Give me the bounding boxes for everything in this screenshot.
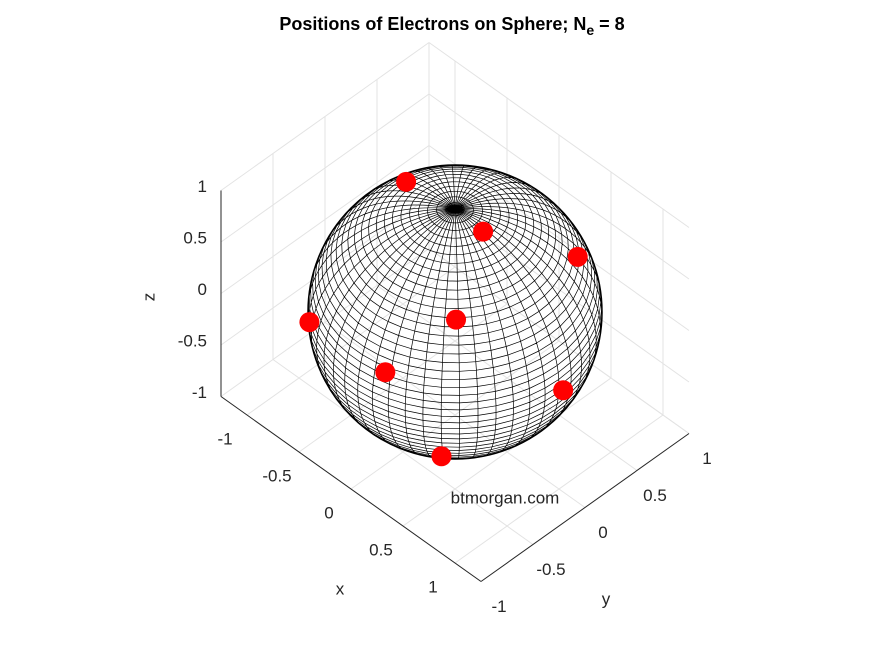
points — [299, 171, 588, 467]
z-tick-label: 0 — [198, 280, 207, 299]
y-tick-label: 0 — [598, 523, 607, 542]
electron-point — [473, 221, 494, 242]
grid-line — [428, 42, 690, 228]
z-tick-label: -1 — [192, 383, 207, 402]
grid-line — [220, 42, 430, 191]
electron-point — [567, 246, 588, 267]
y-tick-label: -1 — [491, 597, 506, 616]
x-axis-label: x — [336, 579, 345, 598]
x-tick-label: -1 — [217, 429, 232, 448]
title-suffix: = 8 — [594, 14, 625, 34]
grid-line — [272, 359, 534, 545]
x-axis-line — [220, 396, 482, 582]
grid-line — [428, 93, 690, 280]
y-tick-label: -0.5 — [536, 560, 565, 579]
y-tick-label: 0.5 — [643, 486, 667, 505]
z-tick-label: -0.5 — [178, 331, 207, 350]
electron-point — [299, 312, 320, 333]
z-axis-label: z — [139, 293, 158, 302]
y-axis-label: y — [602, 589, 611, 608]
grid-line — [428, 196, 690, 383]
x-tick-label: 0 — [324, 503, 333, 522]
y-axis-line — [480, 433, 690, 582]
electron-point — [446, 309, 467, 330]
annotation: btmorgan.com — [451, 488, 560, 507]
z-tick-label: 1 — [198, 177, 207, 196]
x-tick-label: 0.5 — [369, 540, 393, 559]
grid-line — [220, 248, 430, 397]
electron-point — [553, 380, 574, 401]
y-tick-label: 1 — [702, 449, 711, 468]
electron-point — [375, 362, 396, 383]
z-tick-label: 0.5 — [183, 228, 207, 247]
electron-point — [431, 446, 452, 467]
title-text: Positions of Electrons on Sphere; N — [279, 14, 586, 34]
sphere-outline — [307, 164, 603, 460]
grid-line — [376, 285, 638, 471]
grid-line — [220, 145, 430, 294]
x-tick-label: 1 — [428, 577, 437, 596]
grid-line — [324, 322, 586, 508]
grid-line — [220, 196, 430, 346]
x-tick-label: -0.5 — [262, 466, 291, 485]
electron-point — [396, 171, 417, 192]
chart-title: Positions of Electrons on Sphere; Ne = 8 — [279, 14, 624, 38]
axes: -1 -0.5 0 0.5 1 -1 -0.5 0 0.5 1 -1 -0.5 0 0.5 1 — [178, 177, 712, 616]
grid-line — [220, 93, 430, 243]
title-subscript: e — [586, 22, 594, 38]
